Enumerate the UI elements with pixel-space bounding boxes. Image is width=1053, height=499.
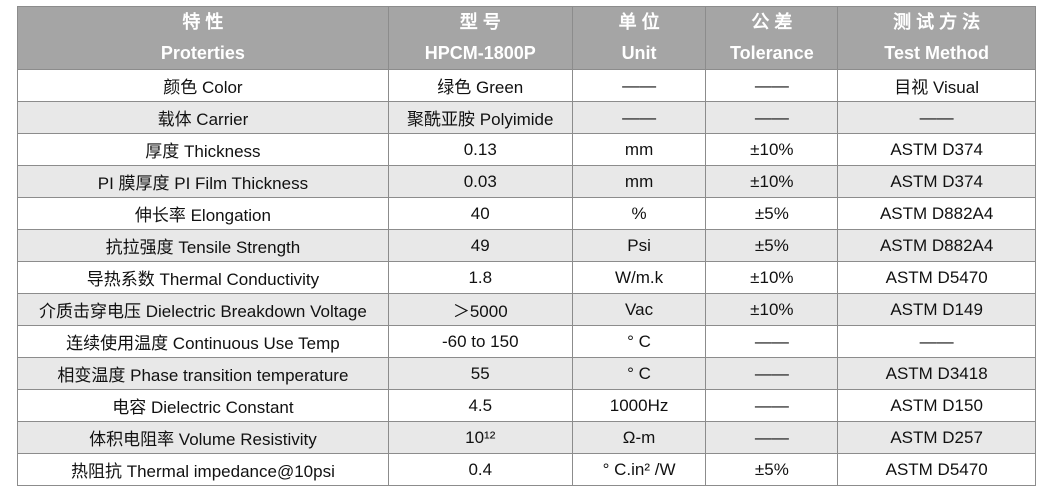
table-row: 介质击穿电压 Dielectric Breakdown Voltage ＞5000… bbox=[17, 293, 1036, 326]
table-row: 伸长率 Elongation 40% ±5% ASTM D882A4 bbox=[17, 197, 1036, 230]
table-row: PI 膜厚度 PI Film Thickness 0.03 mm ±10% ASTM D… bbox=[17, 165, 1036, 198]
table-row: 载体 Carrier 聚酰亚胺 Polyimide —— —— —— bbox=[17, 101, 1036, 134]
table-cell: —— bbox=[705, 69, 839, 102]
table-cell: —— bbox=[837, 325, 1036, 358]
header-cell: 型 号 HPCM-1800P bbox=[387, 6, 573, 70]
header-text: Proterties bbox=[160, 43, 245, 63]
table-cell: mm bbox=[571, 165, 707, 198]
header-cell: 测 试 方 法 Test Method bbox=[837, 6, 1036, 70]
table-cell: 49 bbox=[387, 229, 573, 262]
table-cell: ° C bbox=[571, 325, 707, 358]
header-text: HPCM-1800P bbox=[424, 43, 536, 63]
table-cell: ASTM D374 bbox=[837, 165, 1036, 198]
table-cell: 目视 Visual bbox=[837, 69, 1036, 102]
table-cell: Psi bbox=[571, 229, 707, 262]
table-cell: 绿色 Green bbox=[387, 69, 573, 102]
table-row: 抗拉强度 Tensile Strength 49 Psi ±5% ASTM D882A4 bbox=[17, 229, 1036, 262]
table-cell: 热阻抗 Thermal impedance@10psi bbox=[17, 453, 389, 486]
table-cell: Vac bbox=[571, 293, 707, 326]
table-cell: ASTM D882A4 bbox=[837, 197, 1036, 230]
table-cell: —— bbox=[705, 101, 839, 134]
spec-table: 特 性 Proterties 型 号 HPCM-1800P 单 位 Unit 公 差 Tole… bbox=[17, 6, 1036, 486]
header-text: Tolerance bbox=[730, 43, 814, 63]
table-cell: —— bbox=[705, 421, 839, 454]
table-cell: —— bbox=[571, 69, 707, 102]
table-cell: 55 bbox=[387, 357, 573, 390]
table-cell: —— bbox=[705, 325, 839, 358]
header-row: 特 性 Proterties 型 号 HPCM-1800P 单 位 Unit 公 差 Tole… bbox=[17, 6, 1036, 70]
table-cell: ＞5000 bbox=[387, 293, 573, 326]
table-row: 体积电阻率 Volume Resistivity 10¹² Ω-m —— ASTM D2… bbox=[17, 421, 1036, 454]
table-cell: 体积电阻率 Volume Resistivity bbox=[17, 421, 389, 454]
table-cell: —— bbox=[705, 357, 839, 390]
table-cell: 0.13 bbox=[387, 133, 573, 166]
table-cell: 4.5 bbox=[387, 389, 573, 422]
table-cell: ±10% bbox=[705, 261, 839, 294]
table-cell: ±5% bbox=[705, 197, 839, 230]
table-cell: 40 bbox=[387, 197, 573, 230]
header-cell: 单 位 Unit bbox=[571, 6, 707, 70]
header-text: Test Method bbox=[884, 43, 989, 63]
table-cell: W/m.k bbox=[571, 261, 707, 294]
table-cell: —— bbox=[571, 101, 707, 134]
table-cell: ASTM D3418 bbox=[837, 357, 1036, 390]
table-cell: ASTM D5470 bbox=[837, 453, 1036, 486]
table-cell: ±5% bbox=[705, 453, 839, 486]
table-cell: ASTM D5470 bbox=[837, 261, 1036, 294]
header-text: 特 性 bbox=[182, 12, 224, 32]
table-cell: 1.8 bbox=[387, 261, 573, 294]
table-cell: 1000Hz bbox=[571, 389, 707, 422]
table-cell: ASTM D150 bbox=[837, 389, 1036, 422]
table-cell: ° C.in² /W bbox=[571, 453, 707, 486]
table-cell: —— bbox=[837, 101, 1036, 134]
table-cell: ASTM D882A4 bbox=[837, 229, 1036, 262]
table-cell: 电容 Dielectric Constant bbox=[17, 389, 389, 422]
header-cell: 公 差 Tolerance bbox=[705, 6, 839, 70]
header-text: 型 号 bbox=[459, 12, 501, 32]
table-cell: 颜色 Color bbox=[17, 69, 389, 102]
table-cell: —— bbox=[705, 389, 839, 422]
table-cell: ±10% bbox=[705, 165, 839, 198]
table-row: 相变温度 Phase transition temperature 55 ° C ——… bbox=[17, 357, 1036, 390]
table-cell: 载体 Carrier bbox=[17, 101, 389, 134]
header-text: 单 位 bbox=[618, 12, 660, 32]
table-cell: 抗拉强度 Tensile Strength bbox=[17, 229, 389, 262]
table-cell: -60 to 150 bbox=[387, 325, 573, 358]
table-cell: ±10% bbox=[705, 133, 839, 166]
table-cell: 10¹² bbox=[387, 421, 573, 454]
table-cell: 伸长率 Elongation bbox=[17, 197, 389, 230]
table-cell: 0.4 bbox=[387, 453, 573, 486]
table-cell: mm bbox=[571, 133, 707, 166]
table-cell: 导热系数 Thermal Conductivity bbox=[17, 261, 389, 294]
table-cell: 0.03 bbox=[387, 165, 573, 198]
header-text: 测 试 方 法 bbox=[893, 12, 981, 32]
header-text: Unit bbox=[621, 43, 657, 63]
header-cell: 特 性 Proterties bbox=[17, 6, 389, 70]
table-cell: ASTM D374 bbox=[837, 133, 1036, 166]
table-cell: ±10% bbox=[705, 293, 839, 326]
table-cell: Ω-m bbox=[571, 421, 707, 454]
table-cell: PI 膜厚度 PI Film Thickness bbox=[17, 165, 389, 198]
table-cell: ° C bbox=[571, 357, 707, 390]
table-cell: 聚酰亚胺 Polyimide bbox=[387, 101, 573, 134]
table-cell: 厚度 Thickness bbox=[17, 133, 389, 166]
table-row: 导热系数 Thermal Conductivity 1.8 W/m.k ±10% AST… bbox=[17, 261, 1036, 294]
header-text: 公 差 bbox=[751, 12, 793, 32]
table-row: 厚度 Thickness 0.13 mm ±10% ASTM D374 bbox=[17, 133, 1036, 166]
table-row: 电容 Dielectric Constant 4.5 1000Hz —— ASTM D1… bbox=[17, 389, 1036, 422]
table-cell: 连续使用温度 Continuous Use Temp bbox=[17, 325, 389, 358]
table-cell: 相变温度 Phase transition temperature bbox=[17, 357, 389, 390]
table-cell: ±5% bbox=[705, 229, 839, 262]
table-cell: ASTM D149 bbox=[837, 293, 1036, 326]
table-cell: % bbox=[571, 197, 707, 230]
table-cell: ASTM D257 bbox=[837, 421, 1036, 454]
table-row: 连续使用温度 Continuous Use Temp -60 to 150 ° C —… bbox=[17, 325, 1036, 358]
table-row: 热阻抗 Thermal impedance@10psi 0.4 ° C.in² /W… bbox=[17, 453, 1036, 486]
table-cell: 介质击穿电压 Dielectric Breakdown Voltage bbox=[17, 293, 389, 326]
table-row: 颜色 Color 绿色 Green —— —— 目视 Visual bbox=[17, 69, 1036, 102]
